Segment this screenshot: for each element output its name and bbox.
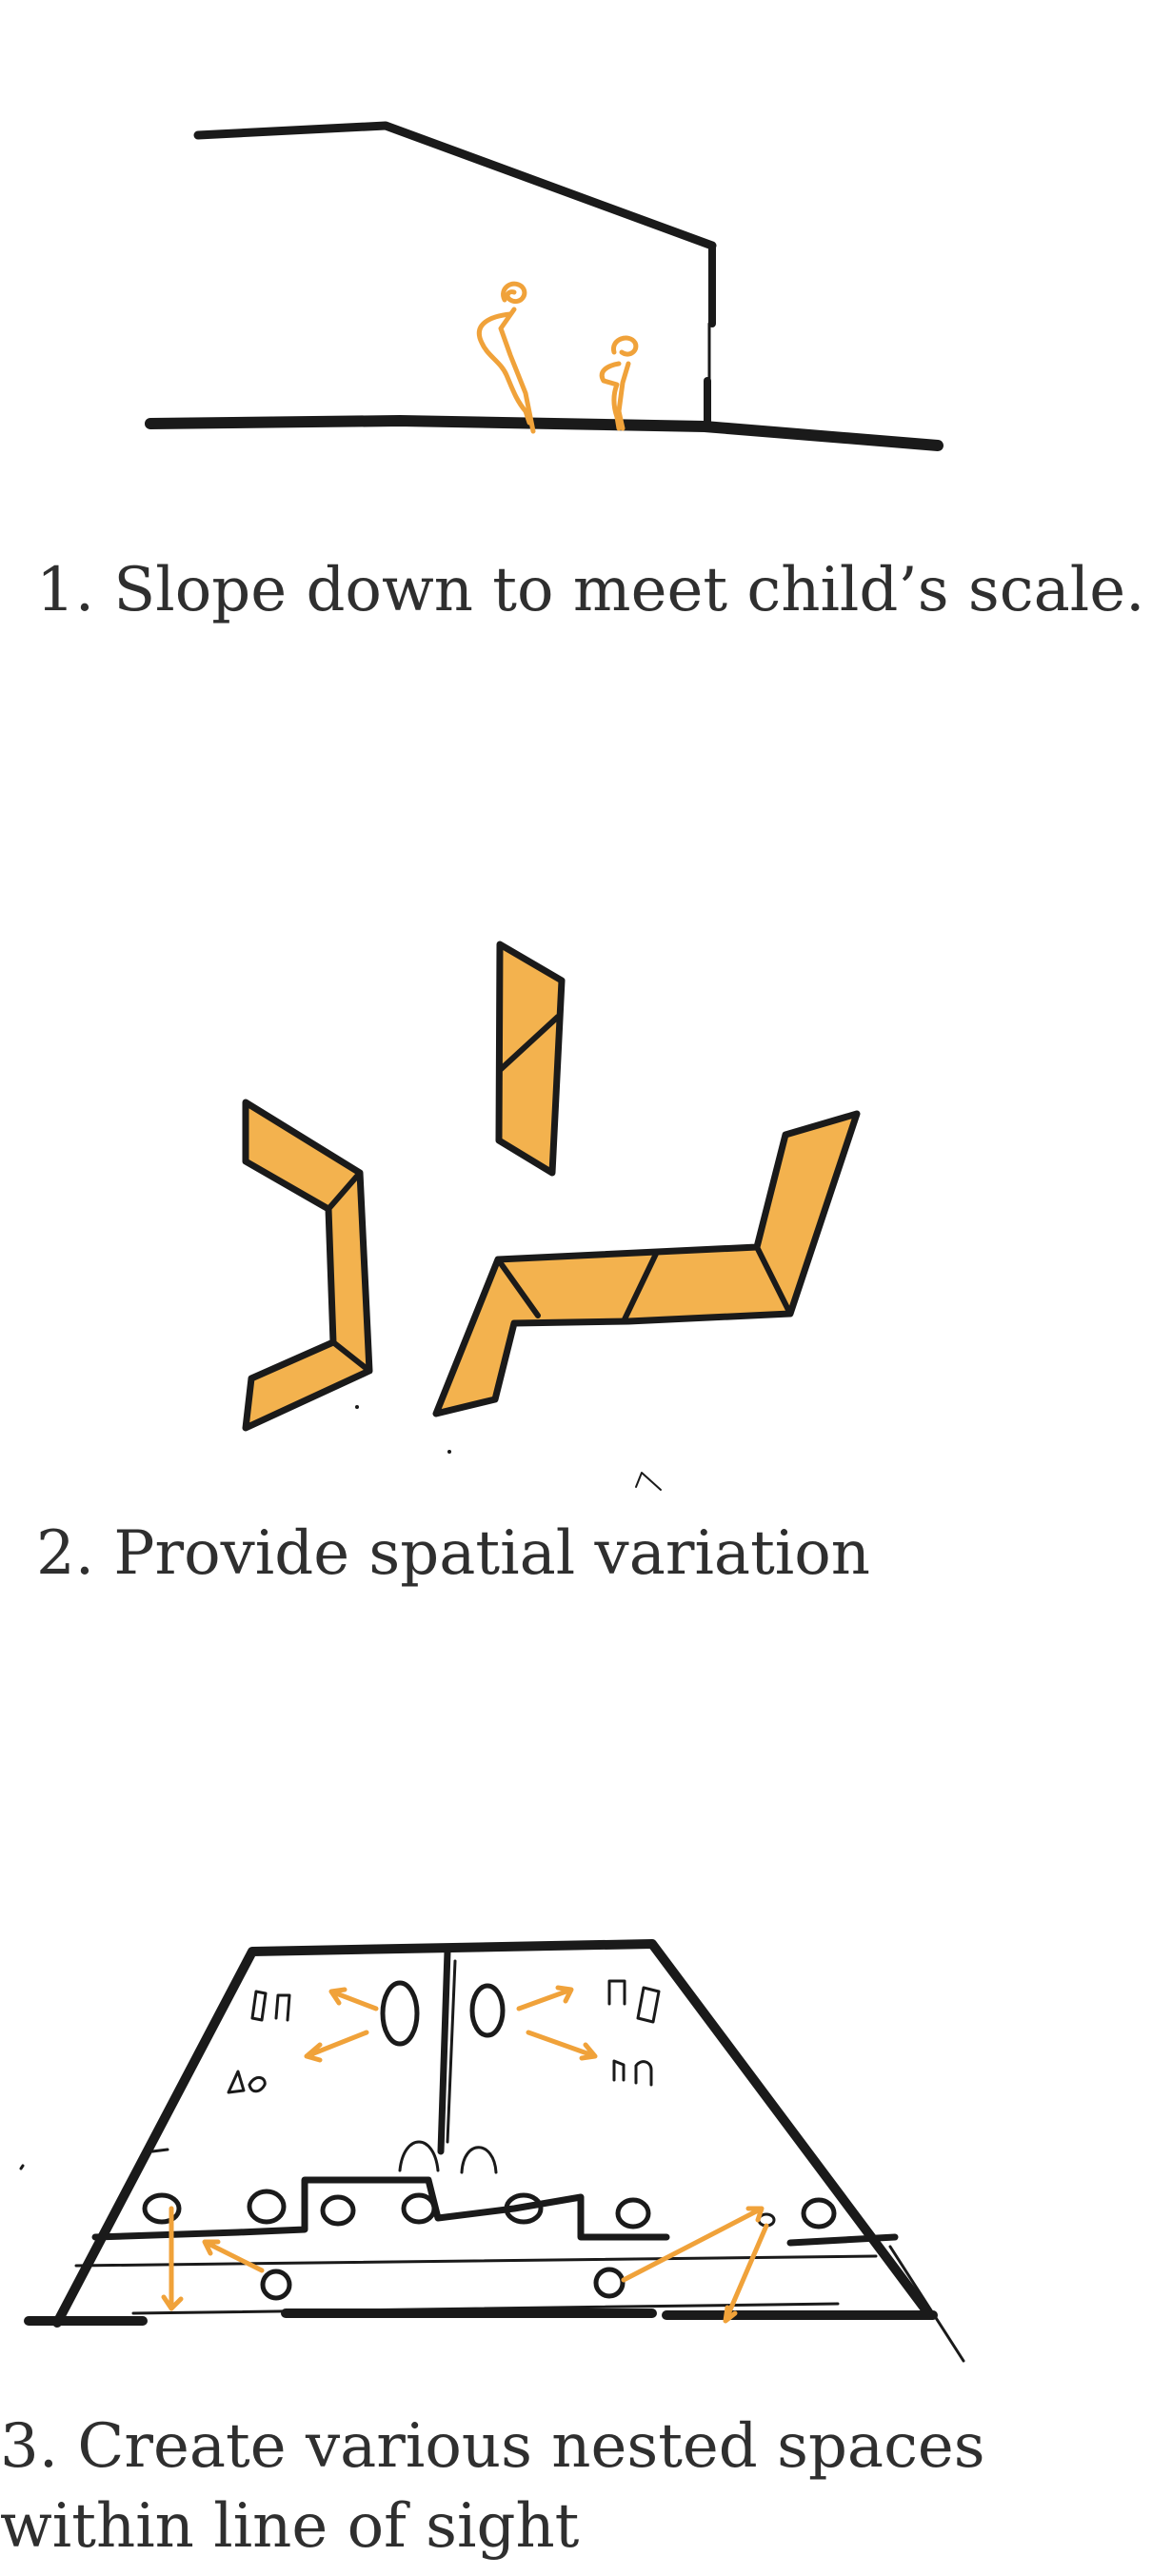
- pencil-dot: [355, 1405, 359, 1409]
- ground-line: [145, 415, 944, 451]
- pencil-dot: [447, 1450, 451, 1454]
- sight-line-arrows: [161, 1985, 769, 2324]
- roof-line: [193, 121, 717, 250]
- furniture-marks: [19, 1979, 661, 2174]
- caption-step-1: 1. Slope down to meet child’s scale.: [36, 555, 1145, 625]
- outer-boundary: [24, 1939, 965, 2363]
- child-figure-short: [599, 335, 639, 431]
- sketch-spatial-variation: [242, 941, 861, 1491]
- pencil-mark: [635, 1472, 662, 1491]
- child-figure-tall: [476, 281, 536, 434]
- sketch-slope-section: [145, 121, 944, 451]
- vertical-wall-piece: [495, 941, 566, 1177]
- caption-step-3: 3. Create various nested spaces within l…: [0, 2411, 985, 2562]
- sketch-nested-spaces: [19, 1939, 965, 2363]
- bracket-wall-piece: [242, 1099, 373, 1432]
- wall-line: [704, 242, 716, 432]
- inner-partitions: [74, 2176, 899, 2315]
- center-divider: [437, 1948, 457, 2155]
- child-markers: [142, 1980, 837, 2301]
- caption-step-2: 2. Provide spatial variation: [36, 1518, 870, 1589]
- zigzag-wall-piece: [432, 1110, 861, 1417]
